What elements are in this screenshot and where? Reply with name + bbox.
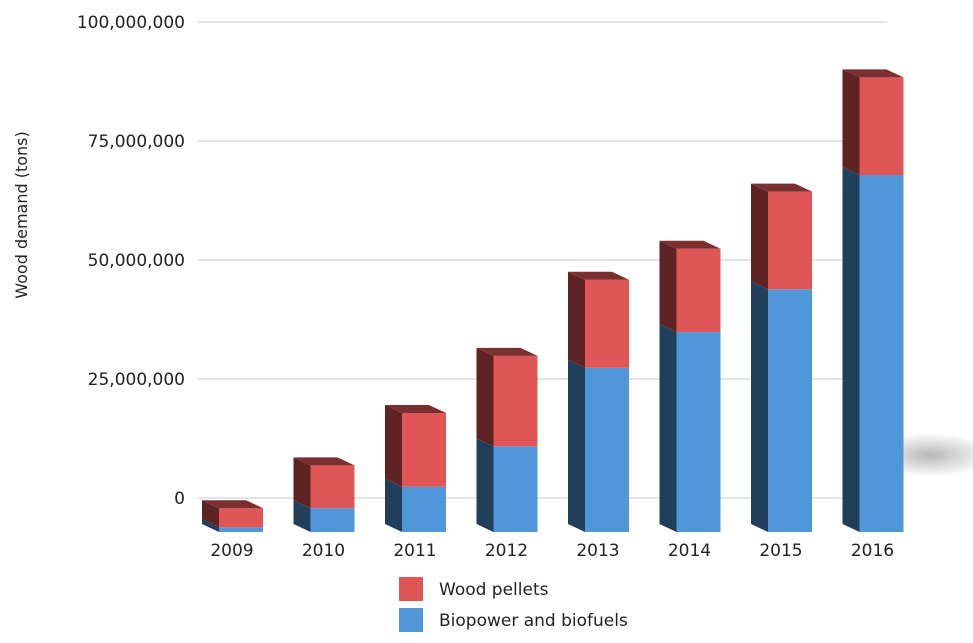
bar-segment	[219, 508, 263, 528]
bar-segment	[859, 175, 904, 532]
bar-side	[293, 457, 311, 509]
y-tick-label: 50,000,000	[88, 251, 185, 271]
bar-side	[659, 324, 677, 532]
x-tick-label: 2012	[485, 541, 528, 561]
bar-top	[659, 240, 721, 249]
bar-side	[842, 69, 860, 175]
x-tick-label: 2009	[210, 541, 253, 561]
y-axis-title: Wood demand (tons)	[12, 131, 31, 299]
bar-segment	[493, 446, 538, 532]
bar-side	[476, 438, 494, 532]
y-axis-ticks: 0 25,000,000 50,000,000 75,000,000 100,000,0…	[77, 13, 185, 509]
bar-group-2013	[568, 271, 629, 532]
bar-segment	[310, 465, 355, 509]
legend-swatch	[399, 577, 423, 601]
bar-side	[751, 281, 768, 532]
bar-top	[385, 405, 446, 413]
bar-segment	[493, 355, 538, 447]
bar-segment	[768, 289, 812, 532]
bar-group-2012	[476, 347, 538, 532]
bar-side	[751, 183, 768, 290]
y-tick-label: 25,000,000	[88, 370, 185, 390]
bar-side	[568, 271, 585, 368]
bars	[202, 69, 904, 532]
bar-side	[568, 359, 585, 532]
bar-group-2014	[659, 240, 721, 532]
bar-group-2009	[202, 500, 263, 532]
bar-top	[568, 271, 629, 280]
legend: Wood pellets Biopower and biofuels	[399, 577, 628, 632]
bar-group-2010	[293, 457, 355, 532]
bar-side	[842, 167, 860, 532]
x-axis-ticks: 2009 2010 2011 2012 2013 2014 2015 2016	[210, 541, 894, 561]
bar-segment	[219, 527, 263, 532]
legend-label: Wood pellets	[439, 580, 549, 600]
y-tick-label: 100,000,000	[77, 13, 185, 33]
bar-top	[202, 500, 263, 509]
bar-segment	[768, 191, 812, 290]
x-tick-label: 2011	[393, 541, 436, 561]
bar-side	[293, 500, 311, 532]
bar-top	[476, 347, 538, 356]
legend-swatch	[399, 608, 423, 632]
x-tick-label: 2015	[759, 541, 802, 561]
bar-segment	[310, 508, 355, 532]
bar-segment	[676, 248, 721, 333]
bar-group-2015	[751, 183, 812, 532]
bar-side	[659, 240, 677, 333]
bar-segment	[402, 486, 446, 532]
legend-label: Biopower and biofuels	[439, 611, 628, 631]
bar-group-2016	[842, 69, 904, 532]
bar-side	[385, 405, 402, 487]
bar-side	[202, 519, 219, 532]
bar-segment	[585, 279, 629, 368]
y-tick-label: 75,000,000	[88, 132, 185, 152]
y-tick-label: 0	[174, 489, 185, 509]
x-tick-label: 2016	[851, 541, 894, 561]
bar-segment	[676, 332, 721, 532]
bar-top	[293, 457, 355, 466]
bar-segment	[585, 367, 629, 532]
bar-segment	[402, 413, 446, 487]
bar-side	[202, 500, 219, 528]
bar-side	[476, 347, 494, 447]
bar-segment	[859, 77, 904, 175]
x-tick-label: 2013	[576, 541, 619, 561]
bar-group-2011	[385, 405, 446, 532]
x-tick-label: 2010	[302, 541, 345, 561]
bar-side	[385, 478, 402, 532]
x-tick-label: 2014	[668, 541, 711, 561]
bar-top	[842, 69, 904, 78]
bar-top	[751, 183, 812, 192]
